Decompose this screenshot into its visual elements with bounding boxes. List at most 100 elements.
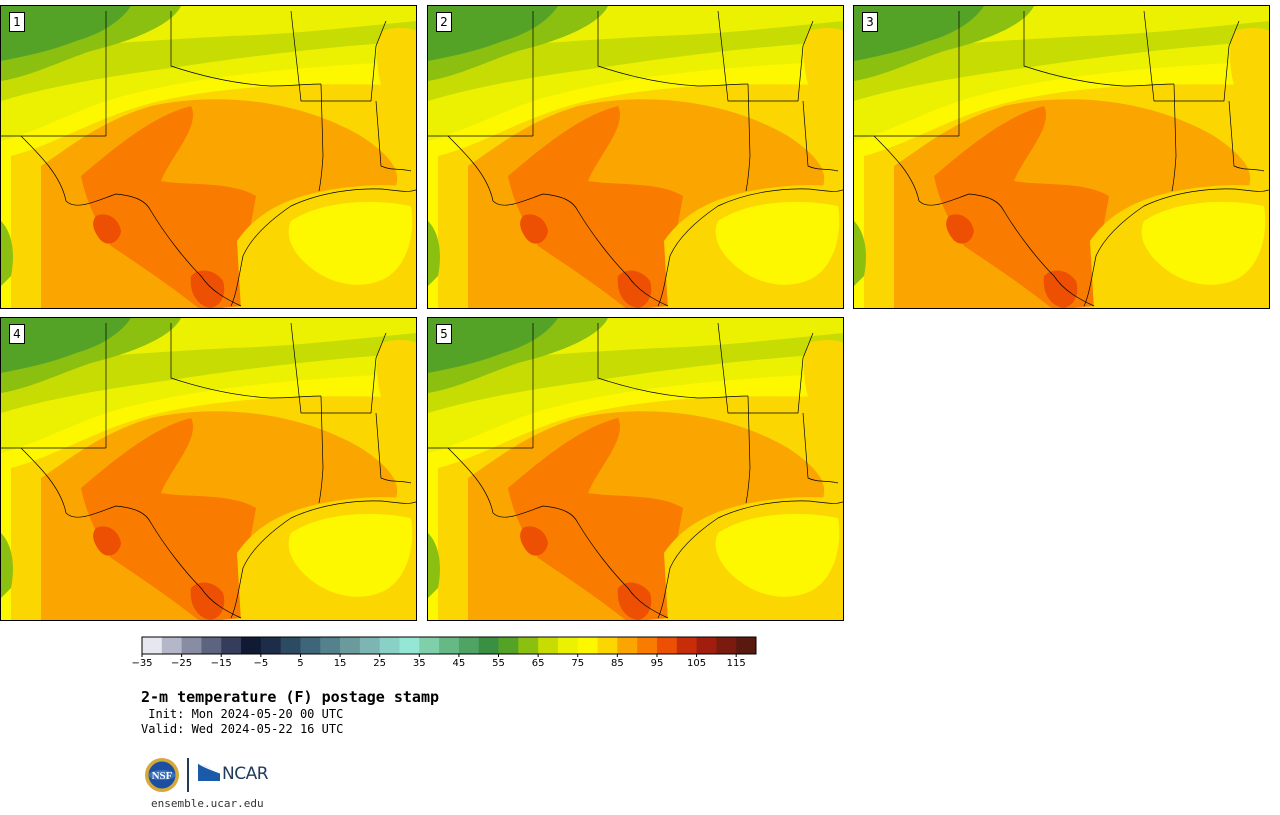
colorbar-swatch [518, 637, 539, 654]
border-line [20, 135, 242, 307]
colorbar-swatch [161, 637, 183, 654]
temp-hotspot [1043, 270, 1078, 308]
plot-title: 2-m temperature (F) postage stamp [141, 688, 440, 706]
temp-hotspot-west [93, 214, 121, 244]
border-line [318, 83, 324, 192]
colorbar-swatch [201, 637, 222, 654]
temperature-field [854, 6, 1269, 308]
temp-hotspot [617, 270, 652, 308]
gulf-cooler-water [288, 201, 413, 285]
valid-time: Valid: Wed 2024-05-22 16 UTC [141, 722, 344, 736]
ensemble-member-map: 4 [0, 317, 417, 621]
colorbar-swatch [637, 637, 658, 654]
colorbar-swatch [617, 637, 638, 654]
temp-hotspot [190, 582, 225, 620]
cool-area-far-west [1, 533, 13, 598]
state-and-country-borders [854, 10, 1269, 307]
colorbar-tick-label: 65 [531, 658, 545, 669]
colorbar-swatch [597, 637, 618, 654]
colorbar-swatch [142, 637, 163, 654]
temp-region-95 [508, 418, 683, 620]
cool-high-terrain-core [854, 6, 984, 61]
temp-hotspot [190, 270, 225, 308]
cool-high-terrain-core [1, 318, 131, 373]
colorbar-swatch [557, 637, 579, 654]
warm-valley-north [377, 340, 416, 415]
ncar-logo [197, 762, 221, 781]
init-time: Init: Mon 2024-05-20 00 UTC [141, 707, 344, 721]
ncar-logo-text: NCAR [222, 764, 269, 784]
colorbar-swatch [577, 637, 598, 654]
colorbar-tick-label: 115 [726, 658, 746, 669]
temp-region-95 [934, 106, 1109, 308]
gulf-cooler-water [715, 201, 840, 285]
warm-valley-north [1230, 28, 1269, 103]
nsf-logo: NSF [145, 758, 179, 792]
member-number-label: 1 [9, 12, 25, 32]
border-line [802, 412, 839, 484]
border-line [717, 322, 814, 414]
colorbar-swatch [498, 637, 519, 654]
border-line [290, 322, 387, 414]
warm-valley-north [804, 340, 843, 415]
temperature-field [1, 318, 416, 620]
ensemble-member-map: 1 [0, 5, 417, 309]
ensemble-member-map: 3 [853, 5, 1270, 309]
border-line [230, 188, 416, 307]
border-line [375, 412, 412, 484]
colorbar-swatch [458, 637, 480, 654]
cool-area-far-west [854, 221, 866, 286]
border-line [597, 11, 749, 87]
colorbar-swatch [676, 637, 697, 654]
border-line [745, 83, 751, 192]
border-line [657, 188, 843, 307]
colorbar [141, 636, 757, 657]
colorbar-tick-label: 5 [297, 658, 304, 669]
member-number-label: 2 [436, 12, 452, 32]
border-line [170, 323, 322, 399]
member-number-label: 5 [436, 324, 452, 344]
member-number-label: 4 [9, 324, 25, 344]
colorbar-tick-label: 35 [412, 658, 426, 669]
colorbar-swatch [379, 637, 400, 654]
colorbar-tick-label: 95 [650, 658, 664, 669]
colorbar-swatch [538, 637, 559, 654]
cool-area-far-west [1, 221, 13, 286]
state-and-country-borders [1, 10, 416, 307]
member-number-label: 3 [862, 12, 878, 32]
colorbar-tick-label: −5 [253, 658, 269, 669]
temperature-field [1, 6, 416, 308]
colorbar-swatch [260, 637, 282, 654]
colorbar-swatch [300, 637, 321, 654]
temperature-field [428, 6, 843, 308]
nsf-logo-text: NSF [152, 770, 173, 782]
border-line [290, 10, 387, 102]
temperature-field [428, 318, 843, 620]
state-and-country-borders [428, 10, 843, 307]
temp-region-95 [508, 106, 683, 308]
colorbar-swatch [716, 637, 737, 654]
warm-valley-north [804, 28, 843, 103]
cool-area-far-west [428, 221, 440, 286]
temp-region-95 [81, 418, 256, 620]
colorbar-swatch [439, 637, 460, 654]
border-line [230, 500, 416, 619]
border-line [745, 395, 751, 504]
cool-high-terrain-core [428, 318, 558, 373]
border-line [1143, 10, 1240, 102]
warm-valley-north [377, 28, 416, 103]
temp-hotspot-west [93, 526, 121, 556]
border-line [447, 447, 669, 619]
border-line [717, 10, 814, 102]
colorbar-tick-label: 105 [687, 658, 707, 669]
colorbar-tick-label: 45 [452, 658, 466, 669]
cool-area-far-west [428, 533, 440, 598]
site-url: ensemble.ucar.edu [151, 797, 264, 810]
border-line [1083, 188, 1269, 307]
border-line [318, 395, 324, 504]
colorbar-swatch [221, 637, 242, 654]
border-line [1171, 83, 1177, 192]
colorbar-frame [141, 636, 757, 655]
border-line [20, 447, 242, 619]
colorbar-swatch [359, 637, 381, 654]
